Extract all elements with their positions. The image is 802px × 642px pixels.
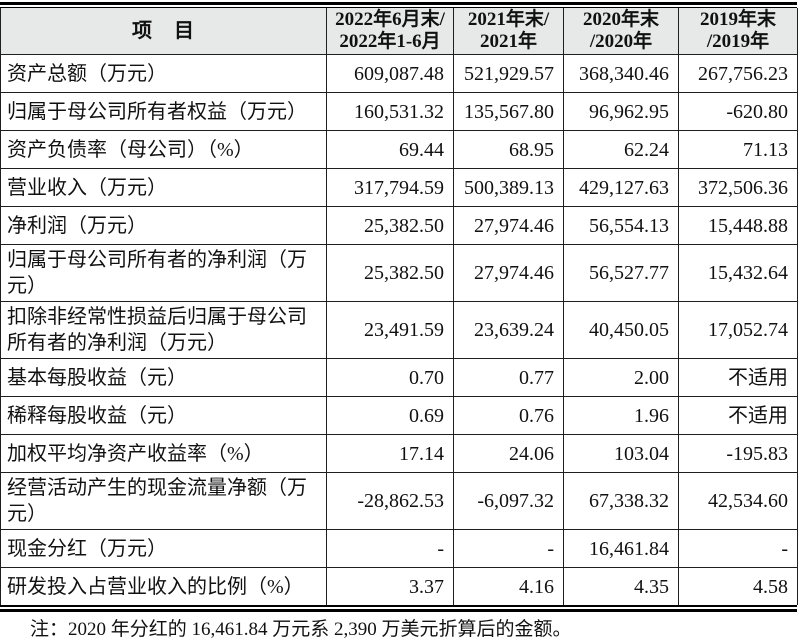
row-value: - [453, 529, 564, 568]
period-column-header-1: 2022年6月末/2022年1-6月 [326, 8, 454, 55]
period-header-line2: /2020年 [589, 31, 653, 52]
row-value: 69.44 [326, 130, 454, 169]
row-label: 基本每股收益（元） [0, 358, 327, 397]
table-row: 归属于母公司所有者权益（万元） 160,531.32 135,567.80 96,96… [0, 92, 798, 131]
period-header-line2: 2022年1-6月 [339, 31, 441, 52]
row-label: 加权平均净资产收益率（%） [0, 434, 327, 473]
row-label: 扣除非经常性损益后归属于母公司所有者的净利润（万元） [0, 301, 327, 359]
row-value: 103.04 [563, 434, 679, 473]
row-value: 2.00 [563, 358, 679, 397]
row-value: 25,382.50 [326, 206, 454, 245]
table-row: 加权平均净资产收益率（%） 17.14 24.06 103.04 -195.83 [0, 434, 798, 473]
row-value: -28,862.53 [326, 472, 454, 530]
row-value: 521,929.57 [453, 54, 564, 93]
period-header-line1: 2022年6月末/ [335, 9, 445, 30]
row-label: 营业收入（万元） [0, 168, 327, 207]
row-value: 3.37 [326, 567, 454, 605]
row-value: 62.24 [563, 130, 679, 169]
row-label: 经营活动产生的现金流量净额（万元） [0, 472, 327, 530]
row-value: 27,974.46 [453, 244, 564, 302]
row-value: 23,639.24 [453, 301, 564, 359]
table-row: 归属于母公司所有者的净利润（万元） 25,382.50 27,974.46 56,52… [0, 244, 798, 302]
row-label: 研发投入占营业收入的比例（%） [0, 567, 327, 605]
row-value: 372,506.36 [678, 168, 798, 207]
row-value: -6,097.32 [453, 472, 564, 530]
period-header-line1: 2021年末/ [467, 9, 550, 30]
financial-indicators-table: 项 目 2022年6月末/2022年1-6月 2021年末/2021年 2020年末… [0, 8, 798, 605]
row-value: 317,794.59 [326, 168, 454, 207]
table-body: 资产总额（万元） 609,087.48 521,929.57 368,340.46 26… [0, 54, 798, 605]
row-value: 0.77 [453, 358, 564, 397]
row-value: - [326, 529, 454, 568]
table-row: 稀释每股收益（元） 0.69 0.76 1.96 不适用 [0, 396, 798, 435]
row-label: 净利润（万元） [0, 206, 327, 245]
row-value: 16,461.84 [563, 529, 679, 568]
table-row: 净利润（万元） 25,382.50 27,974.46 56,554.13 15,448… [0, 206, 798, 245]
row-value: 15,432.64 [678, 244, 798, 302]
row-value: 500,389.13 [453, 168, 564, 207]
row-value: 17.14 [326, 434, 454, 473]
table-top-double-rule [0, 2, 797, 8]
row-value: - [678, 529, 798, 568]
row-value: 40,450.05 [563, 301, 679, 359]
table-row: 资产总额（万元） 609,087.48 521,929.57 368,340.46 26… [0, 54, 798, 93]
row-label: 现金分红（万元） [0, 529, 327, 568]
row-value: 23,491.59 [326, 301, 454, 359]
row-value: 368,340.46 [563, 54, 679, 93]
row-value: 0.70 [326, 358, 454, 397]
period-header-line2: 2021年 [479, 31, 537, 52]
row-label: 资产负债率（母公司）（%） [0, 130, 327, 169]
row-value: 不适用 [678, 358, 798, 397]
row-value: 4.58 [678, 567, 798, 605]
row-value: 67,338.32 [563, 472, 679, 530]
row-value: -620.80 [678, 92, 798, 131]
row-value: 160,531.32 [326, 92, 454, 131]
row-value: 267,756.23 [678, 54, 798, 93]
row-value: 15,448.88 [678, 206, 798, 245]
row-value: 42,534.60 [678, 472, 798, 530]
footnote: 注：2020 年分红的 16,461.84 万元系 2,390 万美元折算后的金… [30, 619, 572, 640]
row-value: 0.76 [453, 396, 564, 435]
table-row: 资产负债率（母公司）（%） 69.44 68.95 62.24 71.13 [0, 130, 798, 169]
row-value: 4.16 [453, 567, 564, 605]
table-row: 现金分红（万元） - -16,461.84- [0, 529, 798, 568]
table-row: 基本每股收益（元） 0.70 0.77 2.00 不适用 [0, 358, 798, 397]
row-value: 1.96 [563, 396, 679, 435]
table-row: 营业收入（万元） 317,794.59 500,389.13 429,127.63 37… [0, 168, 798, 207]
row-value: 不适用 [678, 396, 798, 435]
table-row: 研发投入占营业收入的比例（%） 3.37 4.16 4.35 4.58 [0, 567, 798, 605]
row-label: 归属于母公司所有者的净利润（万元） [0, 244, 327, 302]
row-value: 56,554.13 [563, 206, 679, 245]
row-value: 96,962.95 [563, 92, 679, 131]
row-label: 归属于母公司所有者权益（万元） [0, 92, 327, 131]
row-value: 609,087.48 [326, 54, 454, 93]
row-label: 资产总额（万元） [0, 54, 327, 93]
row-value: 56,527.77 [563, 244, 679, 302]
row-value: -195.83 [678, 434, 798, 473]
table-row: 扣除非经常性损益后归属于母公司所有者的净利润（万元） 23,491.59 23,63… [0, 301, 798, 359]
row-value: 429,127.63 [563, 168, 679, 207]
row-value: 24.06 [453, 434, 564, 473]
period-column-header-4: 2019年末/2019年 [678, 8, 798, 55]
row-value: 25,382.50 [326, 244, 454, 302]
row-value: 71.13 [678, 130, 798, 169]
row-value: 17,052.74 [678, 301, 798, 359]
row-value: 27,974.46 [453, 206, 564, 245]
row-value: 4.35 [563, 567, 679, 605]
item-column-header: 项 目 [0, 8, 327, 55]
row-value: 0.69 [326, 396, 454, 435]
period-header-line1: 2019年末 [699, 9, 776, 30]
period-column-header-3: 2020年末/2020年 [563, 8, 679, 55]
header-row: 项 目 2022年6月末/2022年1-6月 2021年末/2021年 2020年末… [0, 8, 798, 55]
table-bottom-double-rule [0, 605, 797, 612]
row-value: 135,567.80 [453, 92, 564, 131]
row-label: 稀释每股收益（元） [0, 396, 327, 435]
table-row: 经营活动产生的现金流量净额（万元） -28,862.53 -6,097.32 67,3… [0, 472, 798, 530]
period-column-header-2: 2021年末/2021年 [453, 8, 564, 55]
period-header-line2: /2019年 [706, 31, 770, 52]
row-value: 68.95 [453, 130, 564, 169]
period-header-line1: 2020年末 [582, 9, 659, 30]
